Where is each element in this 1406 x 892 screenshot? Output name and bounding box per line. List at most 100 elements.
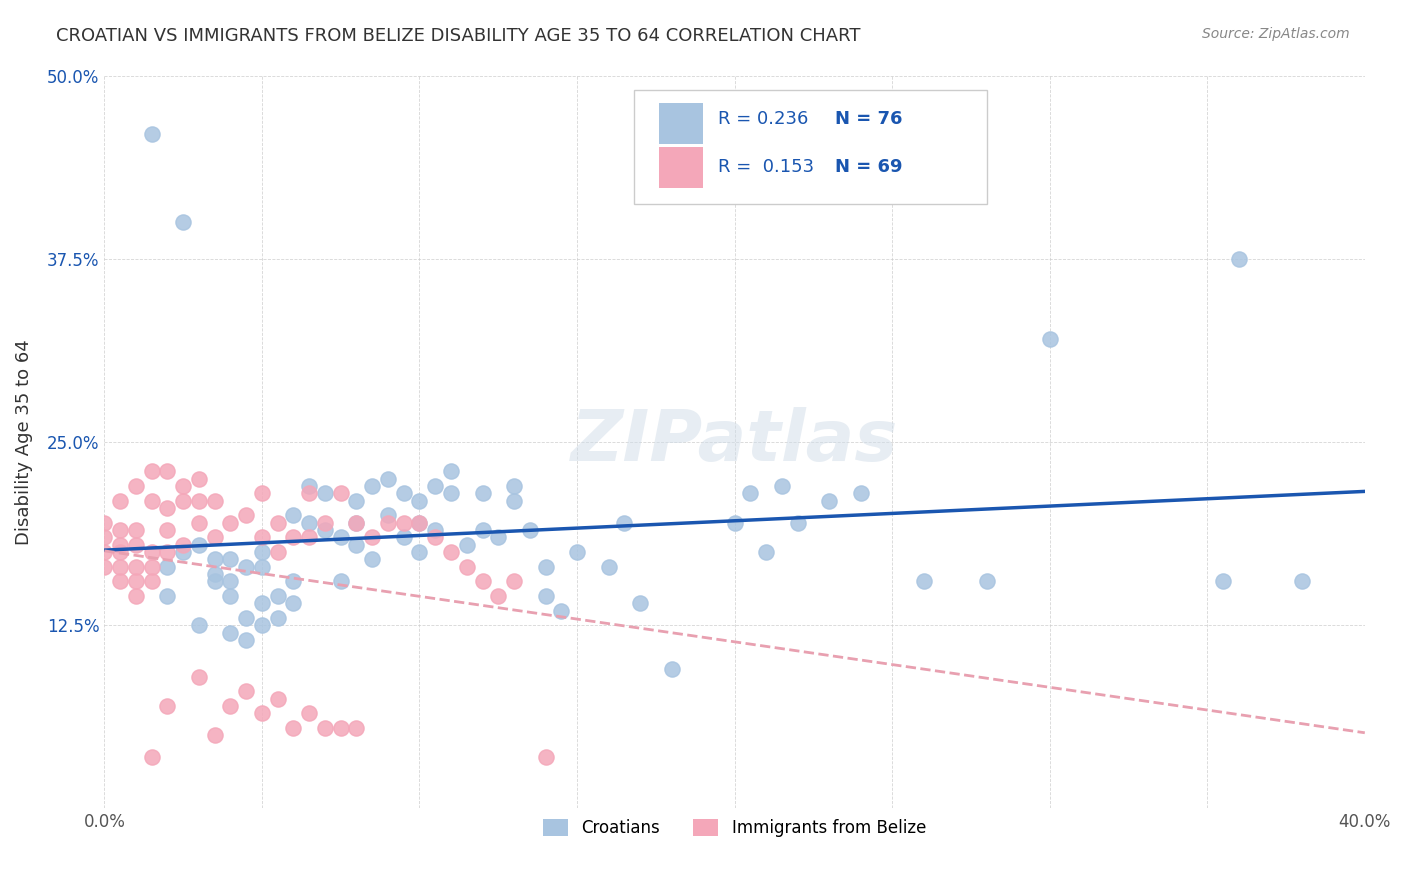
Point (267, 589, 290, 603)
Point (377, 508, 399, 523)
Point (408, 545, 430, 559)
FancyBboxPatch shape (659, 103, 703, 144)
Point (125, 574, 148, 589)
Point (329, 721, 352, 735)
Text: CROATIAN VS IMMIGRANTS FROM BELIZE DISABILITY AGE 35 TO 64 CORRELATION CHART: CROATIAN VS IMMIGRANTS FROM BELIZE DISAB… (56, 27, 860, 45)
Point (298, 479, 321, 493)
Point (392, 486, 415, 500)
Point (156, 464, 179, 478)
Point (486, 589, 509, 603)
Point (204, 530, 226, 544)
Point (408, 516, 430, 530)
Point (204, 566, 226, 581)
Point (1039, 332, 1062, 346)
Point (314, 486, 336, 500)
Point (250, 618, 273, 632)
Point (770, 479, 793, 493)
Point (204, 493, 226, 508)
Point (250, 530, 273, 544)
Point (125, 523, 148, 537)
Point (440, 545, 463, 559)
Point (219, 698, 242, 713)
Point (392, 516, 415, 530)
Point (172, 493, 194, 508)
Point (204, 552, 226, 566)
Point (235, 559, 257, 574)
Point (156, 523, 179, 537)
Point (108, 493, 131, 508)
Text: N = 69: N = 69 (835, 158, 903, 176)
Point (283, 596, 305, 610)
Point (187, 472, 209, 486)
Point (440, 464, 463, 478)
Point (755, 545, 778, 559)
Point (503, 574, 526, 589)
Point (818, 493, 841, 508)
Point (141, 574, 163, 589)
Point (471, 486, 494, 500)
Text: R = 0.236: R = 0.236 (718, 111, 808, 128)
Point (346, 516, 368, 530)
Point (250, 486, 273, 500)
Point (219, 589, 242, 603)
Point (141, 559, 163, 574)
Point (346, 721, 368, 735)
Point (361, 552, 384, 566)
Point (503, 493, 526, 508)
Point (377, 516, 399, 530)
Point (250, 559, 273, 574)
Point (503, 479, 526, 493)
Point (187, 516, 209, 530)
Point (613, 516, 636, 530)
Point (125, 589, 148, 603)
Point (392, 530, 415, 544)
Point (108, 538, 131, 552)
Point (141, 493, 163, 508)
Point (1227, 252, 1250, 266)
Point (849, 486, 872, 500)
Point (187, 538, 209, 552)
Point (219, 552, 242, 566)
Point (377, 472, 399, 486)
Point (976, 574, 998, 589)
Point (125, 559, 148, 574)
Point (534, 750, 557, 764)
Point (93, 559, 115, 574)
Point (141, 464, 163, 478)
Point (298, 486, 321, 500)
Point (471, 574, 494, 589)
Point (141, 545, 163, 559)
Point (408, 493, 430, 508)
Y-axis label: Disability Age 35 to 64: Disability Age 35 to 64 (15, 339, 32, 545)
Point (314, 523, 336, 537)
Point (425, 523, 447, 537)
Point (456, 538, 478, 552)
Point (156, 698, 179, 713)
FancyBboxPatch shape (634, 90, 987, 203)
Point (108, 559, 131, 574)
Point (108, 574, 131, 589)
Point (283, 508, 305, 523)
Point (550, 603, 572, 617)
FancyBboxPatch shape (659, 147, 703, 187)
Point (267, 545, 290, 559)
Point (440, 486, 463, 500)
Point (912, 574, 935, 589)
Point (408, 516, 430, 530)
Point (329, 530, 352, 544)
Point (298, 516, 321, 530)
Point (534, 559, 557, 574)
Point (156, 589, 179, 603)
Point (141, 750, 163, 764)
Point (219, 574, 242, 589)
Point (141, 127, 163, 141)
Point (346, 493, 368, 508)
Point (598, 559, 620, 574)
Point (346, 538, 368, 552)
Point (329, 574, 352, 589)
Point (565, 545, 588, 559)
Point (235, 611, 257, 625)
Point (1212, 574, 1234, 589)
Point (346, 516, 368, 530)
Text: Source: ZipAtlas.com: Source: ZipAtlas.com (1202, 27, 1350, 41)
